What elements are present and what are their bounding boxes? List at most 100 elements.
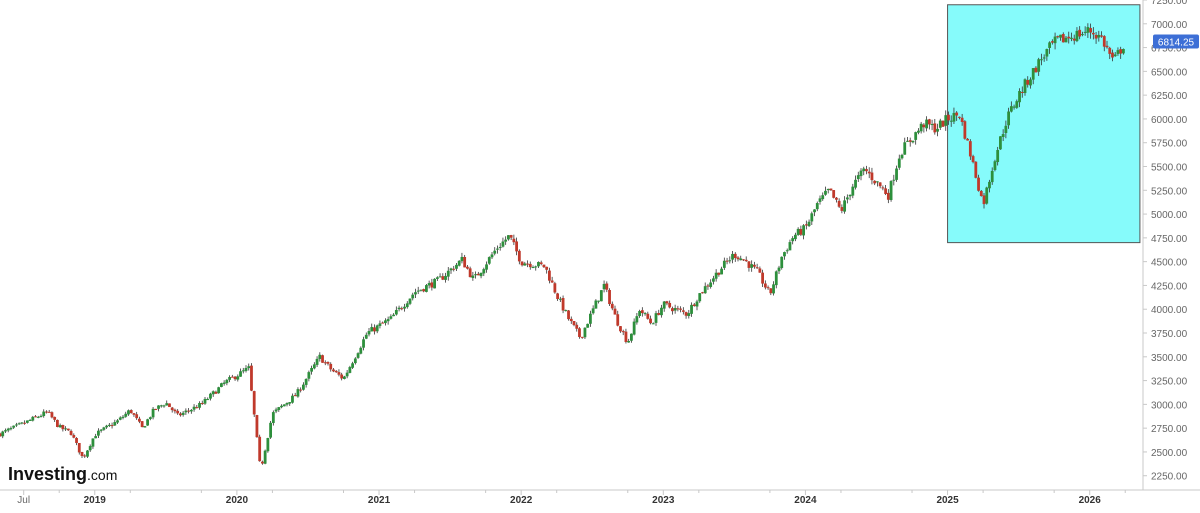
candle-down (837, 200, 841, 207)
candle-up (386, 319, 390, 322)
candle-up (307, 372, 311, 379)
candle-down (933, 123, 937, 133)
candle-down (214, 391, 218, 394)
candle-down (77, 442, 81, 453)
candle-up (127, 410, 130, 415)
candle-down (66, 428, 70, 431)
candle-down (572, 321, 576, 326)
candle-down (561, 298, 565, 311)
candle-down (334, 370, 338, 373)
y-tick-label: 4250.00 (1151, 281, 1188, 292)
candle-up (1012, 106, 1016, 108)
candle-down (53, 416, 57, 420)
candle-up (151, 408, 155, 418)
candle-up (266, 438, 270, 452)
x-tick-label: 2019 (84, 495, 107, 506)
candle-up (6, 428, 10, 431)
candle-up (411, 294, 415, 299)
y-tick-label: 7250.00 (1151, 0, 1188, 7)
candle-up (780, 256, 784, 268)
investing-logo[interactable]: Investing.com (8, 464, 117, 484)
candle-up (157, 405, 160, 409)
candle-up (949, 120, 953, 122)
candle-up (911, 140, 915, 143)
candle-up (1053, 36, 1057, 44)
candle-down (340, 374, 344, 379)
candle-down (545, 266, 549, 270)
candle-down (132, 413, 136, 415)
y-tick-label: 3250.00 (1151, 377, 1188, 388)
candle-up (739, 258, 743, 261)
candle-down (977, 177, 980, 191)
candle-layer (0, 23, 1125, 465)
candle-down (1072, 38, 1076, 41)
candle-down (526, 263, 529, 265)
candle-up (862, 168, 866, 172)
candle-down (400, 308, 404, 310)
y-tick-label: 6000.00 (1151, 115, 1188, 126)
candle-up (558, 298, 562, 300)
candle-down (955, 112, 959, 116)
candle-up (247, 366, 251, 369)
candle-up (280, 405, 283, 408)
candle-up (239, 371, 242, 377)
candle-up (1070, 37, 1073, 39)
candle-down (138, 418, 141, 422)
candle-down (45, 411, 48, 413)
candle-up (602, 283, 606, 290)
svg-text:Investing.com: Investing.com (8, 464, 117, 484)
x-tick-label: 2020 (226, 495, 249, 506)
candle-down (173, 409, 177, 412)
candle-down (832, 190, 836, 198)
candle-up (288, 402, 292, 404)
candle-up (222, 382, 226, 384)
x-tick-label: 2021 (368, 495, 391, 506)
candle-up (86, 450, 89, 457)
candle-up (17, 423, 21, 425)
candle-up (1004, 125, 1008, 134)
candle-up (1040, 59, 1043, 61)
candle-down (605, 283, 609, 290)
candle-down (763, 283, 767, 288)
candle-up (919, 123, 923, 132)
candle-down (129, 410, 133, 414)
candle-up (630, 333, 633, 341)
candle-up (370, 327, 374, 332)
candle-down (170, 407, 174, 411)
candle-down (624, 331, 628, 342)
y-tick-label: 3000.00 (1151, 400, 1188, 411)
candle-down (466, 266, 469, 269)
candle-down (922, 124, 926, 128)
candle-up (914, 132, 918, 140)
candle-down (676, 308, 680, 310)
candle-up (433, 278, 437, 289)
candle-up (856, 175, 860, 180)
candle-down (613, 308, 617, 315)
candle-down (1108, 47, 1112, 54)
candle-up (651, 323, 655, 325)
y-tick-label: 5500.00 (1151, 163, 1188, 174)
candle-up (654, 313, 658, 323)
candle-down (154, 408, 158, 410)
candle-up (1031, 68, 1035, 80)
y-axis-ticks: 2250.00 2500.00 2750.00 3000.00 3250.00 3500.… (1143, 0, 1188, 483)
candle-up (124, 413, 128, 417)
candle-up (367, 331, 371, 335)
candle-down (373, 327, 376, 332)
candle-up (1081, 34, 1084, 36)
candle-down (168, 403, 171, 408)
candle-down (941, 120, 945, 127)
y-tick-label: 3750.00 (1151, 329, 1188, 340)
candle-down (1100, 35, 1103, 37)
candle-up (419, 289, 423, 291)
candle-down (1067, 36, 1071, 39)
candle-up (851, 186, 855, 196)
candle-down (884, 188, 888, 194)
candle-down (1119, 49, 1123, 54)
candle-up (1075, 30, 1079, 42)
y-tick-label: 4750.00 (1151, 234, 1188, 245)
candle-down (804, 224, 808, 226)
candle-up (107, 424, 111, 426)
